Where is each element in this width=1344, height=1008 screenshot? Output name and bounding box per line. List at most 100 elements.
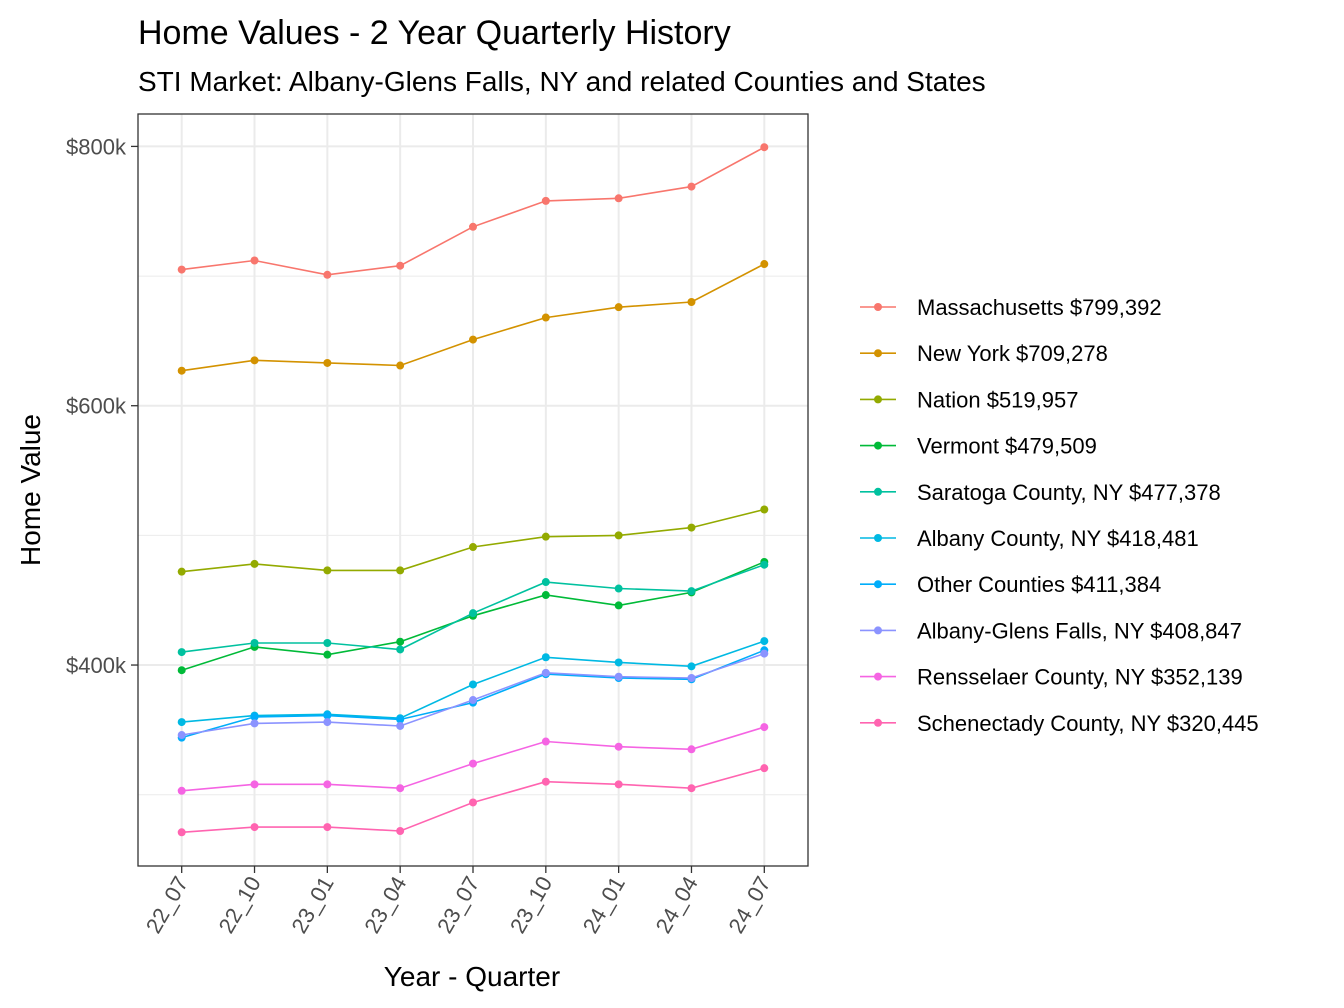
data-point	[614, 742, 623, 751]
series-1	[177, 260, 769, 375]
data-point	[177, 731, 186, 740]
series-2	[177, 505, 769, 576]
data-point	[760, 637, 769, 646]
series-0	[177, 143, 769, 279]
data-point	[541, 737, 550, 746]
legend-key-point	[874, 718, 882, 727]
data-point	[323, 711, 332, 720]
data-point	[760, 649, 769, 658]
legend-item: Other Counties $411,384	[860, 572, 1161, 597]
data-point	[323, 780, 332, 789]
data-point	[396, 645, 405, 654]
data-point	[177, 828, 186, 837]
legend-label: Saratoga County, NY $477,378	[917, 480, 1221, 505]
data-point	[250, 256, 259, 265]
data-point	[469, 798, 477, 807]
data-point	[177, 648, 186, 657]
data-point	[323, 718, 332, 727]
series-5	[177, 637, 769, 727]
data-point	[177, 786, 186, 795]
data-point	[396, 566, 405, 575]
data-point	[469, 543, 477, 552]
data-point	[614, 780, 623, 789]
x-tick-label: 23_10	[505, 872, 557, 937]
x-axis-title: Year - Quarter	[384, 961, 560, 992]
legend-item: Albany County, NY $418,481	[860, 526, 1199, 551]
data-point	[614, 303, 623, 312]
data-point	[469, 222, 477, 231]
plot-panel	[138, 114, 808, 866]
legend-key-point	[874, 580, 882, 589]
series-9	[177, 764, 769, 837]
x-tick-label: 22_10	[214, 872, 266, 937]
x-tick-label: 24_01	[578, 872, 630, 937]
legend-item: Massachusetts $799,392	[860, 295, 1162, 320]
data-point	[687, 662, 696, 671]
data-point	[469, 680, 477, 689]
data-point	[396, 637, 405, 646]
y-tick-label: $600k	[66, 394, 127, 419]
chart-subtitle: STI Market: Albany-Glens Falls, NY and r…	[138, 66, 986, 97]
data-point	[250, 712, 259, 721]
legend-key-point	[874, 441, 882, 450]
data-point	[250, 638, 259, 647]
series-7	[177, 649, 769, 740]
data-point	[250, 780, 259, 789]
data-point	[687, 182, 696, 191]
data-point	[323, 270, 332, 279]
data-point	[396, 261, 405, 270]
data-point	[177, 567, 186, 576]
data-point	[469, 696, 477, 705]
data-point	[614, 601, 623, 610]
legend-label: New York $709,278	[917, 341, 1108, 366]
legend-label: Schenectady County, NY $320,445	[917, 711, 1259, 736]
data-point	[177, 718, 186, 727]
x-tick-label: 22_07	[141, 872, 193, 937]
x-tick-label: 23_07	[432, 872, 484, 937]
y-axis: $400k $600k $800k	[66, 134, 138, 678]
data-point	[687, 745, 696, 754]
series-layer	[177, 143, 769, 837]
y-tick-label: $800k	[66, 134, 127, 159]
data-point	[396, 715, 405, 724]
data-point	[469, 335, 477, 344]
data-point	[541, 532, 550, 541]
legend-item: Nation $519,957	[860, 387, 1078, 412]
data-point	[760, 143, 769, 152]
legend-label: Vermont $479,509	[917, 434, 1097, 459]
data-point	[323, 358, 332, 367]
legend-label: Other Counties $411,384	[917, 572, 1161, 597]
data-point	[541, 196, 550, 205]
y-axis-title: Home Value	[15, 414, 46, 566]
legend-key-point	[874, 303, 882, 311]
chart-title: Home Values - 2 Year Quarterly History	[138, 14, 731, 52]
legend-item: New York $709,278	[860, 341, 1108, 366]
x-tick-label: 24_04	[651, 872, 703, 937]
x-tick-label: 23_01	[286, 872, 338, 937]
data-point	[687, 298, 696, 306]
series-8	[177, 723, 769, 795]
legend-label: Albany-Glens Falls, NY $408,847	[917, 618, 1242, 643]
x-tick-label: 23_04	[359, 872, 411, 937]
data-point	[760, 560, 769, 569]
data-point	[687, 674, 696, 682]
data-point	[760, 723, 769, 732]
data-point	[323, 650, 332, 659]
x-tick-label: 24_07	[723, 872, 775, 937]
data-point	[323, 566, 332, 575]
series-4	[177, 560, 769, 657]
data-point	[177, 265, 186, 274]
legend-item: Saratoga County, NY $477,378	[860, 480, 1221, 505]
data-point	[469, 759, 477, 768]
legend-key-point	[874, 395, 882, 404]
data-point	[250, 719, 259, 728]
legend-item: Vermont $479,509	[860, 434, 1097, 459]
data-point	[760, 764, 769, 773]
x-axis: 22_07 22_10 23_01 23_04 23_07 23_10 24_01 24_04…	[141, 866, 776, 937]
data-point	[760, 505, 769, 514]
data-point	[760, 260, 769, 269]
legend-key-point	[874, 534, 882, 542]
data-point	[614, 658, 623, 667]
legend-key-point	[874, 672, 882, 681]
